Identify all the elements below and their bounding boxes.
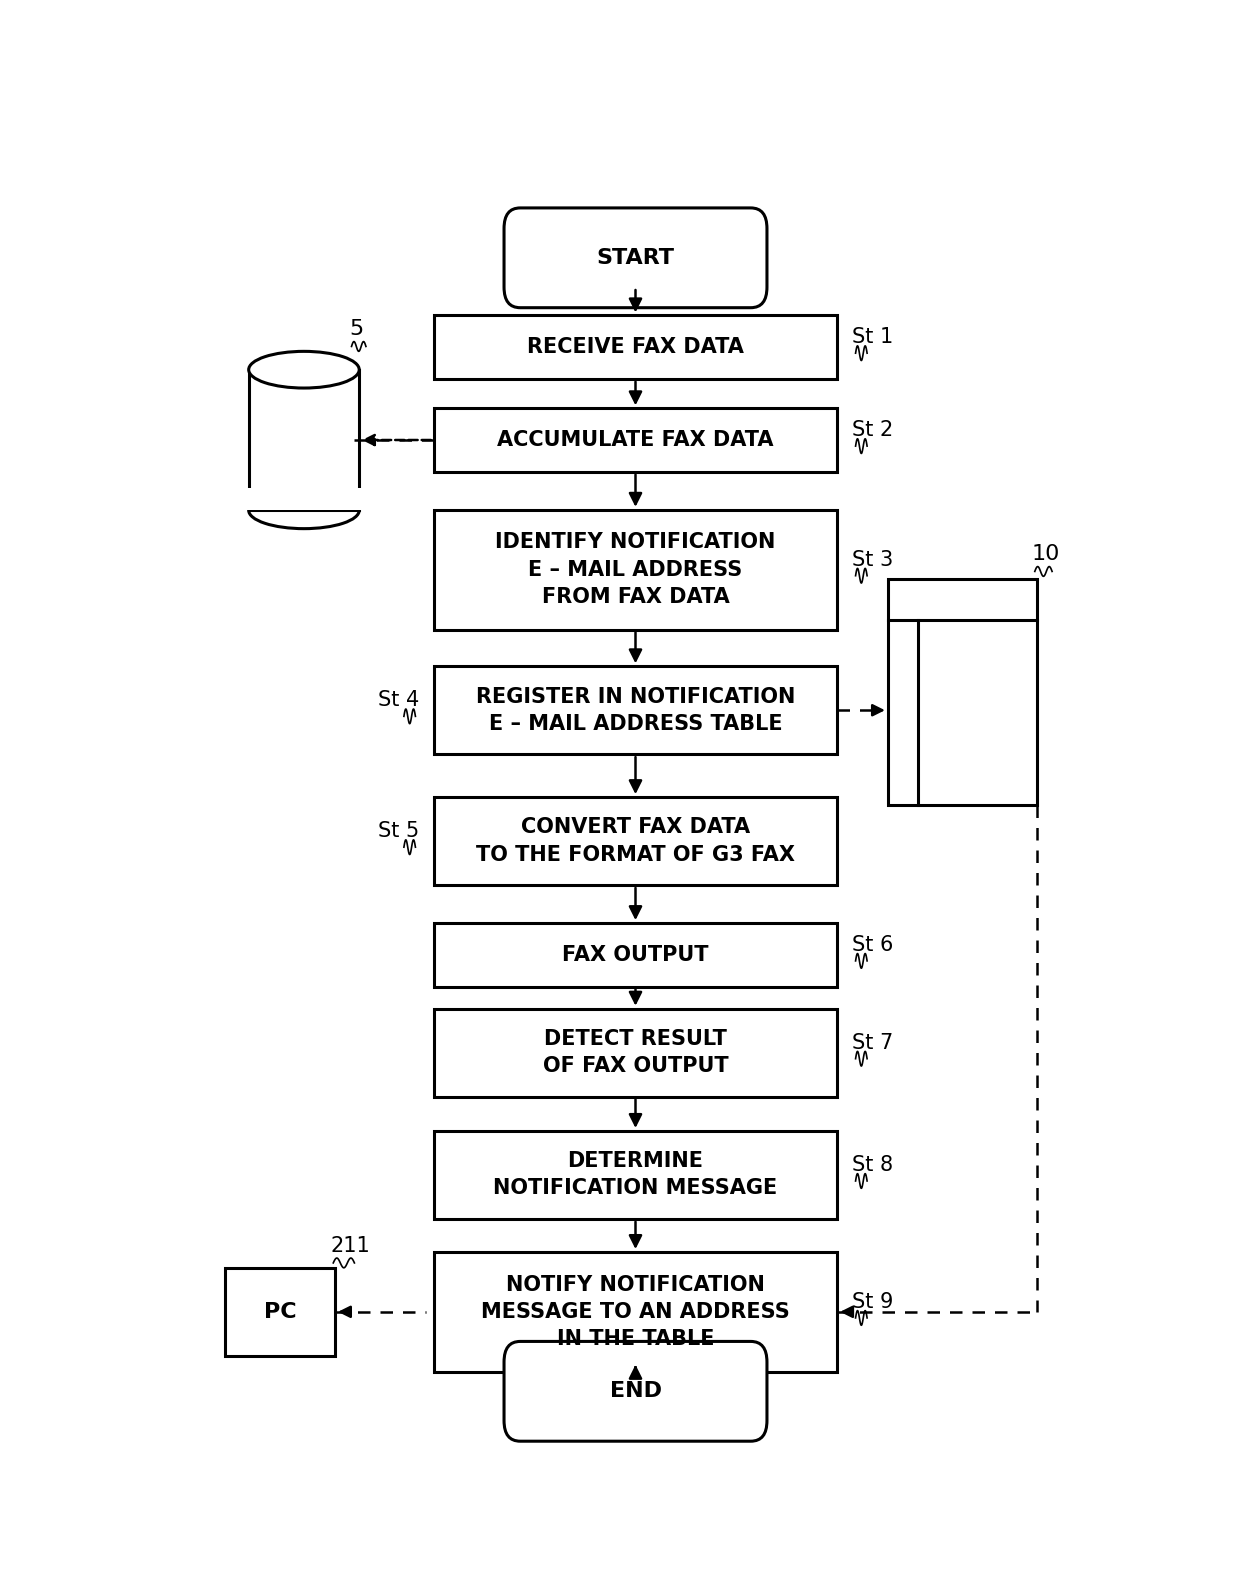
Text: St 8: St 8 xyxy=(852,1154,893,1175)
Ellipse shape xyxy=(249,492,360,529)
Bar xyxy=(434,667,837,754)
Bar xyxy=(434,1008,837,1097)
Bar xyxy=(434,510,837,629)
Text: DETECT RESULT
OF FAX OUTPUT: DETECT RESULT OF FAX OUTPUT xyxy=(543,1029,728,1077)
Text: St 2: St 2 xyxy=(852,421,893,440)
Text: CONVERT FAX DATA
TO THE FORMAT OF G3 FAX: CONVERT FAX DATA TO THE FORMAT OF G3 FAX xyxy=(476,818,795,865)
Bar xyxy=(246,488,362,510)
Text: St 9: St 9 xyxy=(852,1293,893,1312)
Bar xyxy=(249,370,360,510)
Text: St 7: St 7 xyxy=(852,1032,893,1053)
Text: St 3: St 3 xyxy=(852,549,893,570)
Bar xyxy=(434,1251,837,1372)
FancyBboxPatch shape xyxy=(503,1342,768,1442)
Text: St 1: St 1 xyxy=(852,327,893,348)
Text: 10: 10 xyxy=(1032,545,1060,564)
Ellipse shape xyxy=(249,351,360,387)
Text: IDENTIFY NOTIFICATION
E – MAIL ADDRESS
FROM FAX DATA: IDENTIFY NOTIFICATION E – MAIL ADDRESS F… xyxy=(495,532,776,607)
Text: St 5: St 5 xyxy=(378,821,419,842)
Text: 211: 211 xyxy=(330,1235,370,1256)
Bar xyxy=(434,408,837,472)
Text: ACCUMULATE FAX DATA: ACCUMULATE FAX DATA xyxy=(497,430,774,449)
Bar xyxy=(434,1131,837,1220)
Text: RECEIVE FAX DATA: RECEIVE FAX DATA xyxy=(527,337,744,357)
Text: END: END xyxy=(610,1382,661,1401)
Text: FAX OUTPUT: FAX OUTPUT xyxy=(562,945,709,966)
Bar xyxy=(434,923,837,986)
Text: REGISTER IN NOTIFICATION
E – MAIL ADDRESS TABLE: REGISTER IN NOTIFICATION E – MAIL ADDRES… xyxy=(476,686,795,734)
Text: START: START xyxy=(596,248,675,268)
Bar xyxy=(224,1267,335,1356)
Text: DETERMINE
NOTIFICATION MESSAGE: DETERMINE NOTIFICATION MESSAGE xyxy=(494,1151,777,1199)
FancyBboxPatch shape xyxy=(503,208,768,308)
Text: St 6: St 6 xyxy=(852,935,893,954)
Text: 5: 5 xyxy=(350,319,363,340)
Bar xyxy=(434,316,837,380)
Bar xyxy=(434,797,837,885)
Text: PC: PC xyxy=(264,1302,296,1321)
Bar xyxy=(888,578,1037,805)
Text: St 4: St 4 xyxy=(378,691,419,710)
Text: NOTIFY NOTIFICATION
MESSAGE TO AN ADDRESS
IN THE TABLE: NOTIFY NOTIFICATION MESSAGE TO AN ADDRES… xyxy=(481,1275,790,1350)
